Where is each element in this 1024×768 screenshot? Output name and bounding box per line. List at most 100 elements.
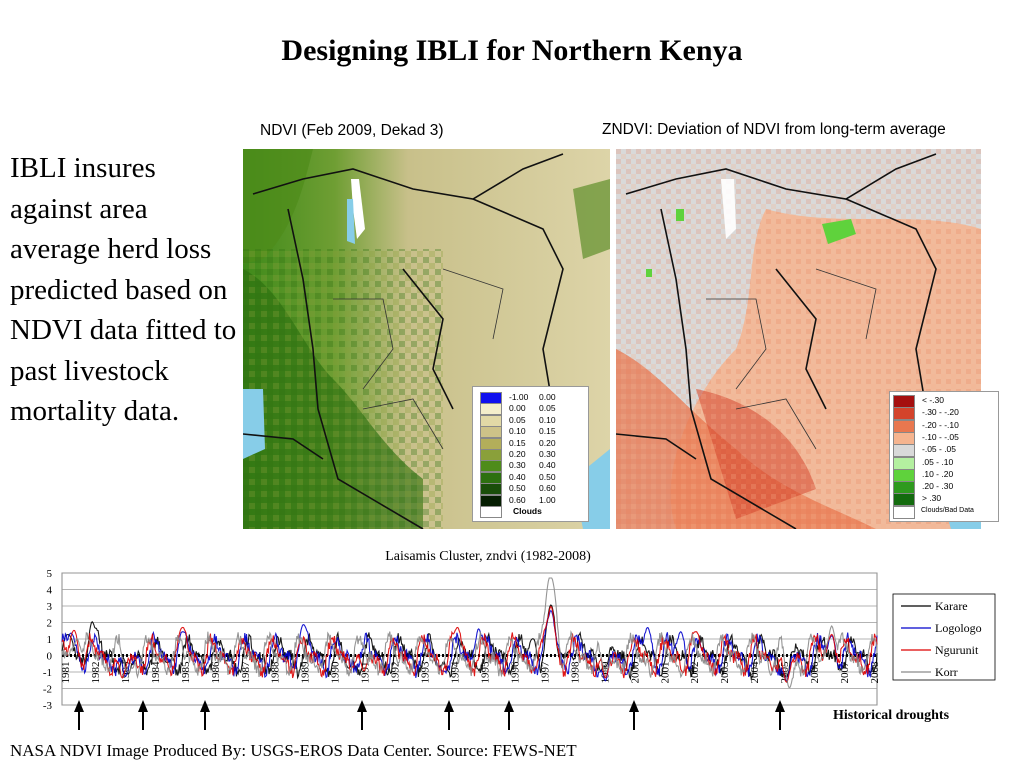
- zndvi-legend-swatch: [893, 505, 915, 519]
- zndvi-legend-entry: .10 - .20: [890, 468, 996, 482]
- ndvi-legend-low: 0.30: [509, 460, 526, 471]
- ndvi-legend-swatch: [480, 460, 502, 473]
- ndvi-legend-swatch: [480, 392, 502, 404]
- ndvi-legend-low: 0.10: [509, 426, 526, 437]
- zndvi-legend-entry: .20 - .30: [890, 481, 996, 495]
- legend-label-korr: Korr: [935, 665, 958, 679]
- x-tick-label: 1988: [270, 661, 282, 684]
- y-tick-label: 3: [47, 601, 53, 613]
- ndvi-legend-high: 0.15: [539, 426, 556, 437]
- ndvi-legend-high: 0.20: [539, 437, 556, 448]
- slide-title: Designing IBLI for Northern Kenya: [281, 34, 743, 67]
- ndvi-map-caption: NDVI (Feb 2009, Dekad 3): [260, 122, 444, 139]
- ndvi-legend-high: 1.00: [539, 494, 556, 505]
- drought-arrow: [504, 700, 514, 730]
- x-tick-label: 1982: [90, 662, 102, 684]
- ndvi-legend-swatch: [480, 414, 502, 427]
- historical-droughts-label: Historical droughts: [833, 708, 950, 723]
- x-tick-label: 2001: [659, 662, 671, 684]
- ndvi-legend-swatch: [480, 437, 502, 450]
- y-tick-label: 2: [47, 618, 53, 630]
- ndvi-map: [243, 149, 610, 529]
- zndvi-legend-label: > .30: [922, 493, 942, 504]
- zndvi-legend-swatch: [893, 395, 915, 408]
- ndvi-legend-high: 0.10: [539, 414, 556, 425]
- drought-arrow: [357, 700, 367, 730]
- series-line-karare: [61, 604, 878, 681]
- ndvi-legend-high: 0.00: [539, 392, 556, 402]
- zndvi-legend-entry: < -.30: [890, 395, 996, 408]
- ndvi-legend-high: 0.50: [539, 471, 556, 482]
- drought-arrow: [444, 700, 454, 730]
- x-tick-label: 1989: [300, 661, 312, 684]
- y-tick-label: 0: [47, 651, 53, 663]
- zndvi-legend-label: .10 - .20: [922, 468, 954, 479]
- zndvi-legend-swatch: [893, 493, 915, 507]
- ndvi-legend-entry: 0.30 0.40: [473, 460, 586, 473]
- zndvi-legend: < -.30 -.30 - -.20 -.20 - -.10 -.10 - -.05 -…: [889, 391, 999, 522]
- ndvi-legend-swatch: [480, 449, 502, 461]
- ndvi-legend-high: 0.40: [539, 460, 556, 471]
- zndvi-legend-swatch: [893, 456, 915, 470]
- zndvi-legend-entry: -.10 - -.05: [890, 431, 996, 445]
- ndvi-legend-swatch: [480, 506, 502, 518]
- ndvi-legend-swatch: [480, 426, 502, 439]
- ndvi-legend-low: -1.00: [509, 392, 529, 402]
- zndvi-legend-swatch: [893, 431, 915, 445]
- legend-label-karare: Karare: [935, 599, 968, 613]
- ndvi-legend-low: 0.05: [509, 414, 526, 425]
- zndvi-legend-swatch: [893, 468, 915, 482]
- y-tick-label: -1: [43, 667, 52, 679]
- ndvi-legend-entry: Clouds: [473, 506, 586, 518]
- zndvi-legend-swatch: [893, 419, 915, 433]
- zndvi-legend-entry: .05 - .10: [890, 456, 996, 470]
- chart-title: Laisamis Cluster, zndvi (1982-2008): [385, 549, 591, 564]
- ndvi-legend-entry: 0.15 0.20: [473, 437, 586, 450]
- zndvi-legend-swatch: [893, 481, 915, 495]
- drought-arrow: [74, 700, 84, 730]
- drought-arrow: [629, 700, 639, 730]
- zndvi-map-caption: ZNDVI: Deviation of NDVI from long-term …: [602, 121, 946, 138]
- x-tick-label: 1985: [180, 661, 192, 684]
- ndvi-legend-entry: 0.10 0.15: [473, 426, 586, 439]
- ndvi-legend-entry: 0.20 0.30: [473, 449, 586, 461]
- zndvi-legend-entry: Clouds/Bad Data: [890, 505, 996, 519]
- ndvi-legend-swatch: [480, 494, 502, 507]
- ndvi-legend-entry: 0.00 0.05: [473, 403, 586, 416]
- ndvi-legend-low: 0.50: [509, 483, 526, 494]
- drought-arrow: [775, 700, 785, 730]
- source-footer: NASA NDVI Image Produced By: USGS-EROS D…: [10, 741, 577, 760]
- chart-legend: [892, 593, 996, 681]
- drought-arrow: [138, 700, 148, 730]
- x-tick-label: 1992: [390, 662, 402, 684]
- ndvi-legend-low: 0.40: [509, 471, 526, 482]
- x-tick-label: 1987: [240, 661, 252, 684]
- ndvi-legend: -1.00 0.00 0.00 0.05 0.05 0.10 0.10 0.15 0.15 0.2…: [472, 386, 589, 522]
- zndvi-legend-label: -.05 - .05: [922, 444, 957, 455]
- drought-arrow: [200, 700, 210, 730]
- ndvi-legend-entry: 0.40 0.50: [473, 471, 586, 484]
- x-tick-label: 1981: [60, 662, 72, 684]
- ndvi-legend-low: 0.20: [509, 449, 526, 459]
- zndvi-legend-label: -.20 - -.10: [922, 419, 959, 430]
- body-text: IBLI insures against area average herd l…: [10, 152, 237, 427]
- y-tick-label: 1: [47, 634, 53, 646]
- zndvi-legend-entry: -.30 - -.20: [890, 407, 996, 421]
- ndvi-legend-low: 0.15: [509, 437, 526, 448]
- zndvi-legend-swatch: [893, 407, 915, 421]
- x-tick-label: 1986: [210, 661, 222, 684]
- x-tick-label: 2003: [719, 661, 731, 684]
- zndvi-legend-label: .20 - .30: [922, 481, 954, 492]
- y-tick-label: 4: [47, 585, 53, 597]
- zndvi-legend-label: < -.30: [922, 395, 944, 405]
- x-tick-label: 1998: [569, 661, 581, 684]
- zndvi-legend-swatch: [893, 444, 915, 458]
- ndvi-legend-high: 0.05: [539, 403, 556, 414]
- ndvi-legend-entry: -1.00 0.00: [473, 392, 586, 404]
- y-tick-label: -3: [43, 700, 53, 712]
- legend-label-logologo: Logologo: [935, 621, 982, 635]
- series-line-korr: [61, 577, 878, 689]
- x-tick-label: 1993: [420, 661, 432, 684]
- zndvi-map-image: [616, 149, 981, 529]
